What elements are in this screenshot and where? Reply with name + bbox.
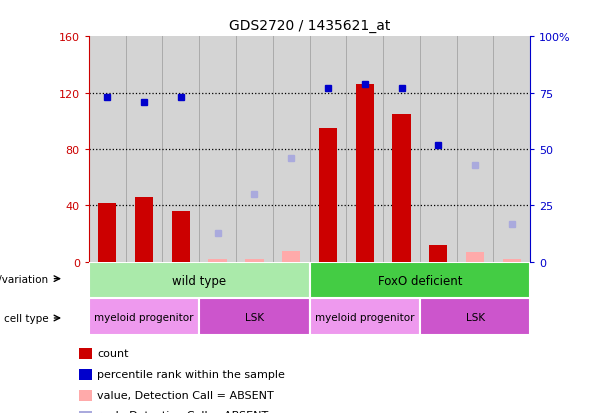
- Bar: [420, 37, 457, 262]
- Bar: [245, 259, 264, 262]
- Bar: [466, 252, 484, 262]
- Bar: [89, 299, 199, 335]
- Bar: [172, 211, 190, 262]
- Bar: [89, 262, 310, 299]
- Bar: [503, 259, 521, 262]
- Bar: [310, 262, 530, 299]
- Text: value, Detection Call = ABSENT: value, Detection Call = ABSENT: [97, 390, 274, 400]
- Bar: [98, 203, 116, 262]
- Bar: [383, 37, 420, 262]
- Bar: [162, 37, 199, 262]
- Text: percentile rank within the sample: percentile rank within the sample: [97, 369, 285, 379]
- Bar: [208, 259, 227, 262]
- Bar: [78, 349, 92, 359]
- Bar: [282, 251, 300, 262]
- Bar: [429, 245, 447, 262]
- Text: rank, Detection Call = ABSENT: rank, Detection Call = ABSENT: [97, 411, 268, 413]
- Bar: [420, 299, 530, 335]
- Text: myeloid progenitor: myeloid progenitor: [94, 312, 194, 322]
- Text: cell type: cell type: [4, 313, 49, 323]
- Title: GDS2720 / 1435621_at: GDS2720 / 1435621_at: [229, 19, 390, 33]
- Bar: [310, 299, 420, 335]
- Bar: [457, 37, 493, 262]
- Bar: [126, 37, 162, 262]
- Text: FoxO deficient: FoxO deficient: [378, 274, 462, 287]
- Text: LSK: LSK: [245, 312, 264, 322]
- Bar: [392, 114, 411, 262]
- Bar: [319, 128, 337, 262]
- Bar: [78, 411, 92, 413]
- Bar: [236, 37, 273, 262]
- Bar: [199, 37, 236, 262]
- Text: count: count: [97, 349, 129, 358]
- Text: wild type: wild type: [172, 274, 226, 287]
- Bar: [78, 390, 92, 401]
- Bar: [273, 37, 310, 262]
- Bar: [493, 37, 530, 262]
- Bar: [89, 37, 126, 262]
- Bar: [346, 37, 383, 262]
- Bar: [135, 197, 153, 262]
- Text: genotype/variation: genotype/variation: [0, 274, 49, 284]
- Bar: [310, 37, 346, 262]
- Bar: [356, 85, 374, 262]
- Bar: [199, 299, 310, 335]
- Bar: [78, 369, 92, 380]
- Text: myeloid progenitor: myeloid progenitor: [315, 312, 414, 322]
- Text: LSK: LSK: [465, 312, 485, 322]
